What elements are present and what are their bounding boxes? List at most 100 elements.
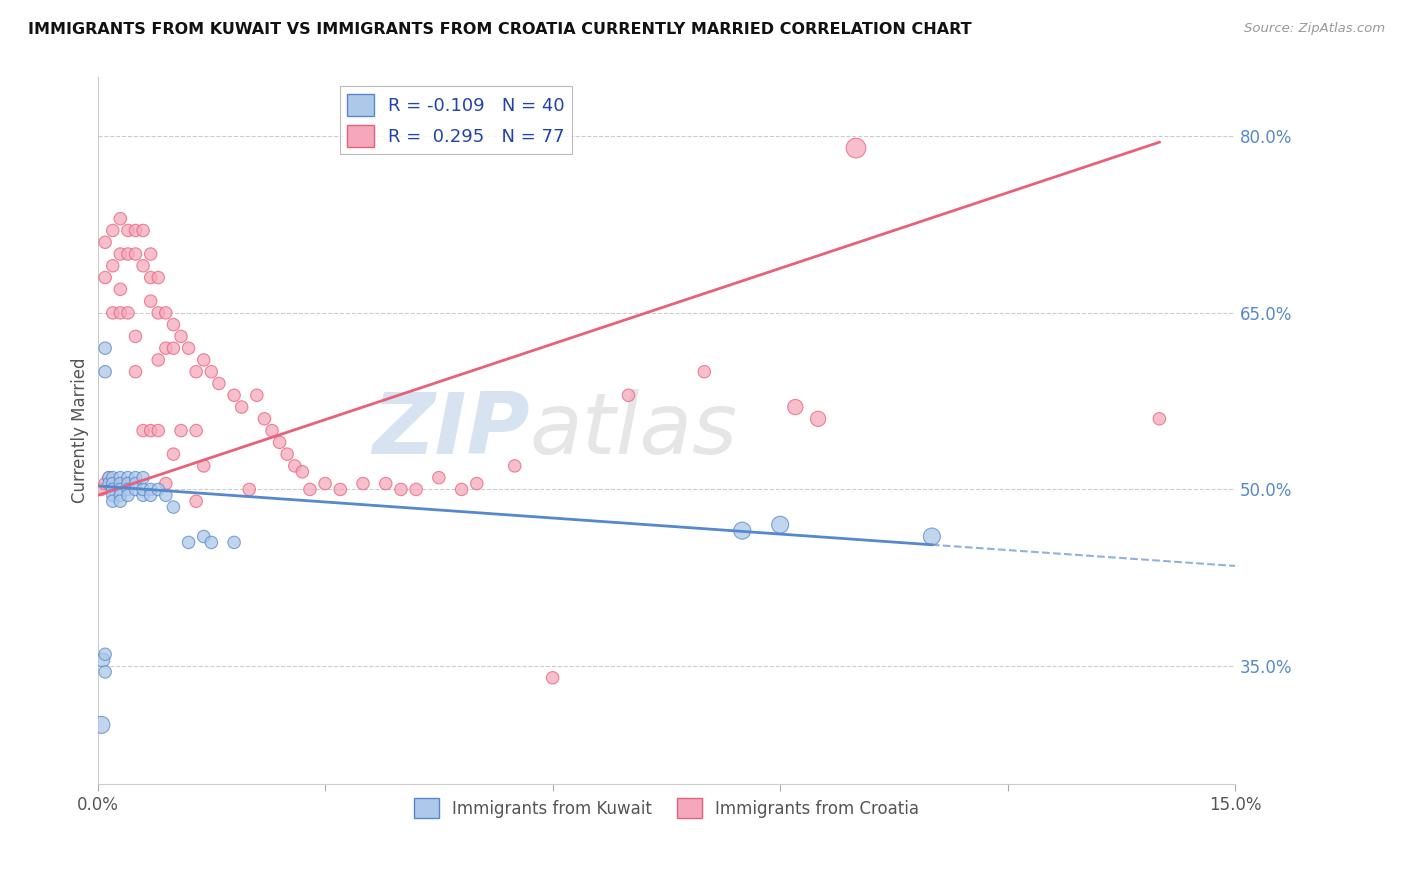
Point: [155, 488, 177, 502]
Point: [246, 388, 269, 402]
Point: [110, 306, 132, 320]
Point: [200, 365, 222, 379]
Point: [97, 471, 120, 485]
Point: [807, 412, 830, 426]
Point: [503, 458, 526, 473]
Point: [117, 223, 139, 237]
Point: [314, 476, 336, 491]
Point: [90, 718, 112, 732]
Point: [162, 318, 184, 332]
Point: [352, 476, 374, 491]
Point: [94, 665, 117, 679]
Point: [148, 424, 170, 438]
Point: [132, 223, 155, 237]
Point: [162, 500, 184, 515]
Point: [124, 329, 146, 343]
Point: [124, 365, 146, 379]
Point: [231, 400, 253, 414]
Point: [541, 671, 564, 685]
Point: [90, 483, 112, 497]
Point: [101, 488, 124, 502]
Point: [193, 458, 215, 473]
Point: [132, 471, 155, 485]
Point: [117, 247, 139, 261]
Point: [260, 424, 283, 438]
Point: [117, 476, 139, 491]
Point: [124, 476, 146, 491]
Point: [177, 535, 200, 549]
Point: [389, 483, 412, 497]
Point: [298, 483, 321, 497]
Point: [617, 388, 640, 402]
Point: [162, 341, 184, 355]
Point: [132, 259, 155, 273]
Point: [921, 529, 943, 543]
Point: [110, 211, 132, 226]
Point: [162, 447, 184, 461]
Point: [110, 488, 132, 502]
Point: [148, 306, 170, 320]
Text: atlas: atlas: [530, 389, 738, 472]
Y-axis label: Currently Married: Currently Married: [72, 358, 89, 503]
Point: [101, 223, 124, 237]
Point: [124, 247, 146, 261]
Point: [91, 653, 114, 667]
Point: [97, 471, 120, 485]
Point: [329, 483, 352, 497]
Point: [110, 476, 132, 491]
Point: [186, 365, 208, 379]
Point: [124, 223, 146, 237]
Point: [769, 517, 792, 532]
Point: [222, 388, 245, 402]
Point: [785, 400, 807, 414]
Point: [170, 424, 193, 438]
Point: [101, 494, 124, 508]
Point: [117, 476, 139, 491]
Point: [177, 341, 200, 355]
Point: [110, 247, 132, 261]
Point: [253, 412, 276, 426]
Text: IMMIGRANTS FROM KUWAIT VS IMMIGRANTS FROM CROATIA CURRENTLY MARRIED CORRELATION : IMMIGRANTS FROM KUWAIT VS IMMIGRANTS FRO…: [28, 22, 972, 37]
Point: [110, 483, 132, 497]
Point: [124, 471, 146, 485]
Point: [101, 483, 124, 497]
Point: [117, 471, 139, 485]
Point: [139, 270, 162, 285]
Point: [94, 365, 117, 379]
Point: [208, 376, 231, 391]
Point: [117, 306, 139, 320]
Point: [101, 471, 124, 485]
Point: [101, 306, 124, 320]
Point: [94, 341, 117, 355]
Point: [132, 483, 155, 497]
Point: [94, 235, 117, 250]
Legend: Immigrants from Kuwait, Immigrants from Croatia: Immigrants from Kuwait, Immigrants from …: [406, 791, 925, 825]
Point: [139, 483, 162, 497]
Point: [110, 282, 132, 296]
Point: [139, 424, 162, 438]
Point: [139, 247, 162, 261]
Point: [1149, 412, 1171, 426]
Point: [110, 476, 132, 491]
Point: [101, 259, 124, 273]
Point: [170, 329, 193, 343]
Point: [117, 483, 139, 497]
Point: [110, 471, 132, 485]
Point: [186, 424, 208, 438]
Point: [155, 476, 177, 491]
Point: [186, 494, 208, 508]
Point: [405, 483, 427, 497]
Point: [200, 535, 222, 549]
Text: Source: ZipAtlas.com: Source: ZipAtlas.com: [1244, 22, 1385, 36]
Point: [155, 306, 177, 320]
Point: [94, 647, 117, 661]
Point: [148, 353, 170, 368]
Point: [139, 488, 162, 502]
Point: [110, 494, 132, 508]
Point: [374, 476, 396, 491]
Point: [94, 476, 117, 491]
Point: [193, 529, 215, 543]
Point: [276, 447, 298, 461]
Point: [117, 488, 139, 502]
Point: [101, 476, 124, 491]
